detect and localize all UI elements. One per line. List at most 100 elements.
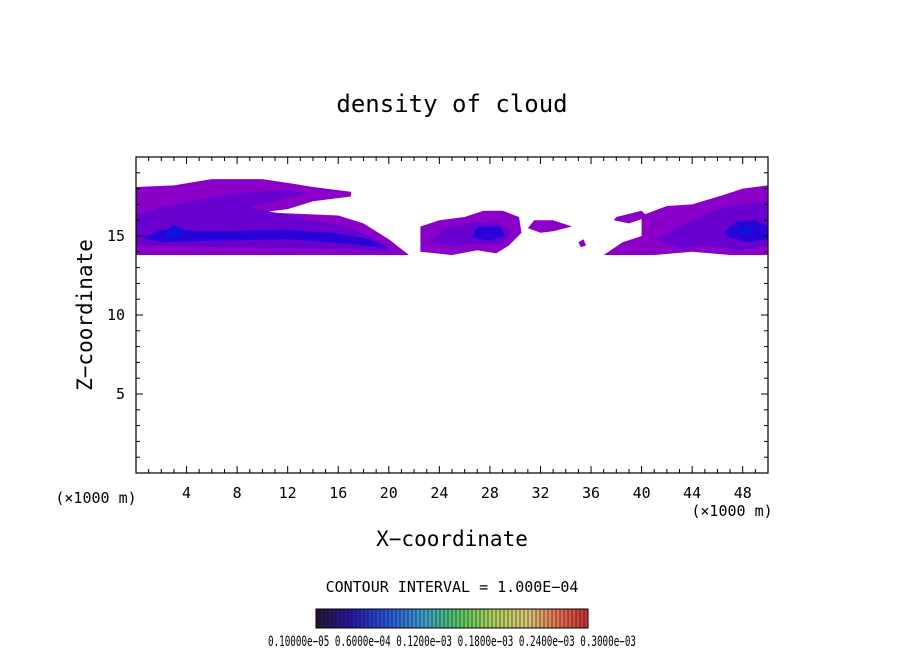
colorbar-swatch xyxy=(388,609,393,628)
cloud-right-core-peak xyxy=(732,224,756,235)
colorbar-swatch xyxy=(376,609,381,628)
colorbar-labels: 0.10000e−05 0.6000e−04 0.1200e−03 0.1800… xyxy=(268,634,636,650)
x-tick-label: 48 xyxy=(734,484,752,502)
x-tick-label: 36 xyxy=(582,484,600,502)
colorbar-swatch xyxy=(412,609,417,628)
x-tick-label: 32 xyxy=(531,484,549,502)
colorbar-swatch xyxy=(444,609,449,628)
cloud-field xyxy=(136,179,768,255)
x-tick-label: 8 xyxy=(233,484,242,502)
colorbar-swatch xyxy=(352,609,357,628)
colorbar-swatch xyxy=(416,609,421,628)
x-tick-label: 4 xyxy=(182,484,191,502)
colorbar-swatch xyxy=(404,609,409,628)
chart-title: density of cloud xyxy=(336,90,567,118)
colorbar-swatch xyxy=(316,609,321,628)
y-tick-label: 10 xyxy=(107,306,125,324)
x-tick-label: 12 xyxy=(279,484,297,502)
y-axis-label: Z−coordinate xyxy=(73,239,97,391)
cloud-left-core xyxy=(142,229,389,249)
colorbar-swatch xyxy=(440,609,445,628)
colorbar-swatch xyxy=(472,609,477,628)
colorbar-swatch xyxy=(572,609,577,628)
colorbar-swatch xyxy=(332,609,337,628)
colorbar-swatch xyxy=(420,609,425,628)
colorbar-swatch xyxy=(464,609,469,628)
colorbar-swatch xyxy=(584,609,589,628)
colorbar-swatch xyxy=(328,609,333,628)
y-tick-label: 5 xyxy=(116,385,125,403)
x-tick-label: 28 xyxy=(481,484,499,502)
x-tick-label: 16 xyxy=(329,484,347,502)
cloud-left-core-peak xyxy=(161,224,187,240)
x-tick-label: 20 xyxy=(380,484,398,502)
colorbar-swatch xyxy=(492,609,497,628)
cloud-speck xyxy=(578,239,586,248)
colorbar-frame xyxy=(315,608,589,629)
colorbar-swatch xyxy=(560,609,565,628)
colorbar-swatch xyxy=(524,609,529,628)
colorbar-swatch xyxy=(540,609,545,628)
colorbar-swatch xyxy=(424,609,429,628)
x-tick-label: 24 xyxy=(430,484,448,502)
colorbar-swatch xyxy=(456,609,461,628)
colorbar-swatch xyxy=(532,609,537,628)
colorbar-swatch xyxy=(408,609,413,628)
colorbar-swatch xyxy=(476,609,481,628)
colorbar-swatch xyxy=(448,609,453,628)
colorbar-swatch xyxy=(516,609,521,628)
colorbar-swatch xyxy=(432,609,437,628)
colorbar-swatch xyxy=(396,609,401,628)
cloud-fragment xyxy=(527,220,573,233)
colorbar-swatch xyxy=(436,609,441,628)
colorbar-swatch xyxy=(336,609,341,628)
cloud-middle-blob-core xyxy=(471,226,506,241)
y-tick-label: 15 xyxy=(107,227,125,245)
colorbar-swatch xyxy=(536,609,541,628)
colorbar-swatch xyxy=(356,609,361,628)
colorbar-swatch xyxy=(480,609,485,628)
x-unit-right: (×1000 m) xyxy=(691,502,772,520)
colorbar-swatch xyxy=(552,609,557,628)
colorbar-swatch xyxy=(384,609,389,628)
colorbar-swatch xyxy=(496,609,501,628)
colorbar-swatch xyxy=(548,609,553,628)
colorbar-swatch xyxy=(528,609,533,628)
colorbar-swatch xyxy=(360,609,365,628)
x-unit-left: (×1000 m) xyxy=(55,489,136,507)
colorbar-swatch xyxy=(364,609,369,628)
colorbar-swatch xyxy=(504,609,509,628)
colorbar-swatch xyxy=(468,609,473,628)
colorbar-swatch xyxy=(460,609,465,628)
colorbar-swatch xyxy=(428,609,433,628)
colorbar-swatch xyxy=(372,609,377,628)
x-tick-label: 44 xyxy=(683,484,701,502)
colorbar-swatch xyxy=(544,609,549,628)
colorbar-swatch xyxy=(556,609,561,628)
colorbar-swatch xyxy=(452,609,457,628)
colorbar-swatch xyxy=(400,609,405,628)
colorbar-swatch xyxy=(344,609,349,628)
colorbar-swatch xyxy=(320,609,325,628)
colorbar-swatch xyxy=(488,609,493,628)
colorbar-swatch xyxy=(368,609,373,628)
colorbar-swatch xyxy=(564,609,569,628)
colorbar-swatch xyxy=(484,609,489,628)
x-tick-label: 40 xyxy=(633,484,651,502)
colorbar-swatch xyxy=(508,609,513,628)
colorbar-swatch xyxy=(568,609,573,628)
colorbar-swatch xyxy=(580,609,585,628)
colorbar-swatch xyxy=(392,609,397,628)
colorbar-swatch xyxy=(576,609,581,628)
colorbar-swatch xyxy=(500,609,505,628)
colorbar-swatch xyxy=(340,609,345,628)
cloud-right-speck xyxy=(613,210,648,224)
colorbar-swatch xyxy=(348,609,353,628)
colorbar-swatch xyxy=(324,609,329,628)
colorbar xyxy=(315,608,589,629)
colorbar-swatch xyxy=(512,609,517,628)
colorbar-swatch xyxy=(380,609,385,628)
colorbar-swatch xyxy=(520,609,525,628)
x-axis-label: X−coordinate xyxy=(376,527,528,551)
